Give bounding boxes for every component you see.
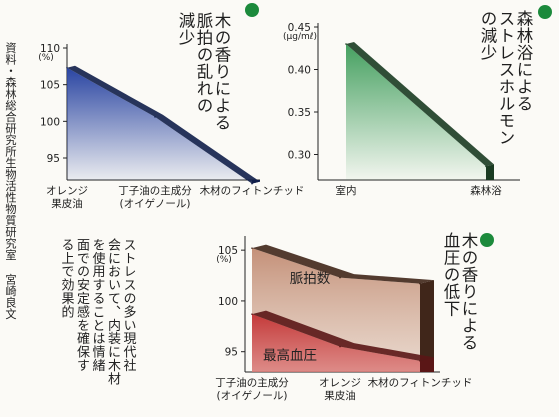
series-end-face bbox=[486, 164, 494, 180]
y-unit-label: (%) bbox=[216, 255, 232, 265]
x-tick-label: 果皮油 bbox=[51, 197, 83, 210]
text-line: 木の香りによる bbox=[212, 12, 231, 131]
x-tick-label: 木材のフィトンチッド bbox=[368, 376, 473, 389]
series-top-edge bbox=[346, 42, 494, 167]
series-end-face bbox=[420, 280, 434, 372]
text-line: 脈拍の乱れの bbox=[194, 12, 213, 114]
green-bullet-icon bbox=[538, 5, 552, 19]
data-point bbox=[339, 345, 341, 348]
series-label: 脈拍数 bbox=[290, 271, 331, 287]
data-point bbox=[485, 165, 487, 168]
text-line: 減少 bbox=[176, 12, 195, 46]
series-area bbox=[252, 314, 420, 372]
text-line: を使用することは情緒 bbox=[89, 238, 105, 372]
text-line: 森林浴による bbox=[514, 10, 533, 112]
data-point bbox=[251, 247, 253, 249]
series-area bbox=[346, 44, 486, 180]
series-label: 最高血圧 bbox=[263, 347, 317, 364]
text-line: の減少 bbox=[478, 10, 497, 61]
body-paragraph: ストレスの多い現代社 会において、内装に木材 を使用することは情緒 面での安定感を確保… bbox=[58, 238, 136, 413]
text-line: る上で効果的 bbox=[58, 238, 74, 319]
text-line: 会において、内装に木材 bbox=[105, 238, 120, 386]
x-tick-label: オレンジ bbox=[46, 185, 88, 197]
series-top-edge bbox=[67, 65, 260, 184]
x-tick-label: オレンジ bbox=[319, 377, 361, 389]
y-unit-label: (μg/mℓ) bbox=[283, 32, 317, 42]
y-tick-label: 95 bbox=[47, 153, 60, 165]
y-tick-label: 105 bbox=[40, 80, 60, 92]
data-point bbox=[66, 67, 68, 69]
series-end-face bbox=[252, 180, 260, 184]
x-tick-label: 森林浴 bbox=[470, 184, 502, 197]
x-tick-label: 木材のフィトンチッド bbox=[200, 184, 305, 197]
y-tick-label: 110 bbox=[40, 43, 60, 55]
green-bullet-icon bbox=[480, 233, 494, 247]
series-top-edge bbox=[252, 244, 434, 284]
green-bullet-icon bbox=[245, 3, 259, 17]
series-end-face bbox=[420, 357, 434, 372]
data-point bbox=[419, 360, 421, 362]
chart1-title: 木の香りによる 脈拍の乱れの 減少 bbox=[176, 12, 231, 222]
x-tick-label: 丁子油の主成分 bbox=[215, 376, 289, 389]
text-line: 血圧の低下 bbox=[441, 232, 460, 317]
y-tick-label: 95 bbox=[225, 347, 238, 359]
y-unit-label: (%) bbox=[38, 53, 54, 63]
series-top-edge bbox=[252, 310, 434, 361]
y-tick-label: 0.35 bbox=[288, 107, 311, 119]
data-point bbox=[339, 276, 341, 279]
y-tick-label: 0.30 bbox=[288, 150, 311, 162]
credit-text: 資料・森林総合研究所生物活性物質研究室 宮崎良文 bbox=[4, 42, 17, 320]
x-tick-label: 丁子油の主成分 bbox=[118, 184, 192, 197]
y-tick-label: 105 bbox=[218, 245, 238, 257]
series-area bbox=[67, 67, 252, 184]
y-tick-label: 0.40 bbox=[288, 65, 311, 77]
y-tick-label: 100 bbox=[40, 116, 60, 128]
data-point bbox=[154, 116, 156, 118]
y-tick-label: 100 bbox=[218, 296, 238, 308]
x-tick-label: 果皮油 bbox=[324, 389, 356, 402]
data-point bbox=[251, 182, 253, 185]
x-tick-label: (オイゲノール) bbox=[217, 390, 288, 402]
data-point bbox=[345, 43, 347, 45]
text-line: 木の香りによる bbox=[459, 232, 478, 351]
chart2-title: 森林浴による ストレスホルモン の減少 bbox=[478, 10, 533, 215]
x-tick-label: 室内 bbox=[336, 184, 357, 197]
x-tick-label: (オイゲノール) bbox=[120, 198, 191, 210]
text-line: ストレスの多い現代社 bbox=[120, 238, 136, 372]
y-tick-label: 0.45 bbox=[288, 22, 311, 34]
data-point bbox=[251, 313, 253, 315]
chart3-title: 木の香りによる 血圧の低下 bbox=[441, 232, 478, 412]
text-line: 面での安定感を確保す bbox=[74, 238, 89, 372]
text-line: ストレスホルモン bbox=[496, 10, 515, 146]
data-point bbox=[419, 282, 421, 285]
